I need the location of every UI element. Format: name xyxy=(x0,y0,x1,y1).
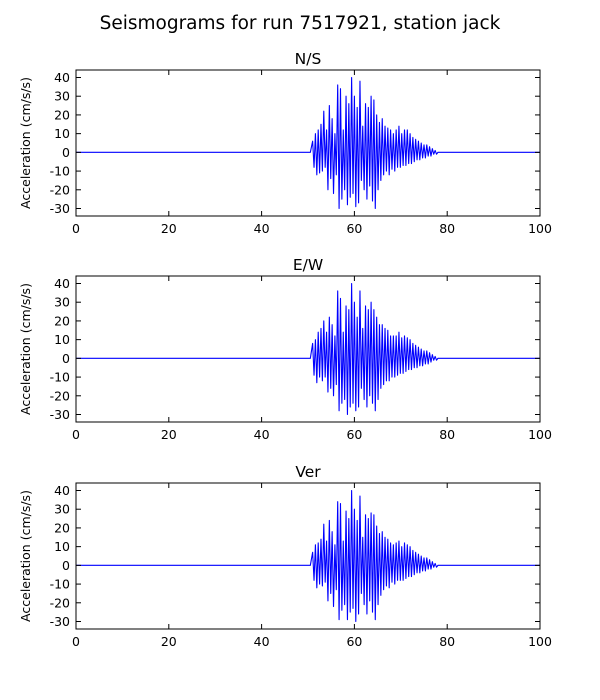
y-tick-label: -10 xyxy=(50,577,70,592)
y-tick-label: 0 xyxy=(62,145,70,160)
y-axis-label: Acceleration (cm/s/s) xyxy=(18,283,33,415)
y-tick-label: -20 xyxy=(50,595,70,610)
figure-title: Seismograms for run 7517921, station jac… xyxy=(100,13,501,34)
y-tick-label: -10 xyxy=(50,370,70,385)
y-tick-label: -20 xyxy=(50,182,70,197)
x-tick-label: 0 xyxy=(72,634,80,649)
series-line xyxy=(76,282,540,416)
plot-frame xyxy=(75,69,541,217)
y-tick-label: 10 xyxy=(54,539,70,554)
series-line xyxy=(76,489,540,623)
y-tick-label: -30 xyxy=(50,201,70,216)
series-line xyxy=(76,76,540,210)
plot-frame xyxy=(75,482,541,630)
x-tick-label: 60 xyxy=(346,634,362,649)
y-tick-label: -30 xyxy=(50,614,70,629)
y-tick-label: 20 xyxy=(54,520,70,535)
x-tick-label: 100 xyxy=(528,221,552,236)
y-axis-label: Acceleration (cm/s/s) xyxy=(18,490,33,622)
x-tick-label: 80 xyxy=(439,427,455,442)
x-tick-label: 20 xyxy=(161,221,177,236)
y-tick-label: 0 xyxy=(62,558,70,573)
x-tick-label: 100 xyxy=(528,634,552,649)
y-tick-label: -20 xyxy=(50,388,70,403)
y-tick-label: 40 xyxy=(54,483,70,498)
y-tick-label: 10 xyxy=(54,332,70,347)
plot-frame xyxy=(75,275,541,423)
x-tick-label: 0 xyxy=(72,221,80,236)
x-tick-label: 40 xyxy=(254,427,270,442)
subplot-title: Ver xyxy=(295,463,321,481)
y-tick-label: 40 xyxy=(54,276,70,291)
x-tick-label: 40 xyxy=(254,634,270,649)
y-tick-label: 30 xyxy=(54,89,70,104)
y-tick-label: 10 xyxy=(54,126,70,141)
x-tick-label: 80 xyxy=(439,221,455,236)
y-tick-label: 40 xyxy=(54,70,70,85)
subplot-title: E/W xyxy=(293,256,323,274)
x-tick-label: 80 xyxy=(439,634,455,649)
y-tick-label: 20 xyxy=(54,107,70,122)
x-tick-label: 20 xyxy=(161,634,177,649)
x-tick-label: 60 xyxy=(346,221,362,236)
y-axis-label: Acceleration (cm/s/s) xyxy=(18,77,33,209)
y-tick-label: -10 xyxy=(50,164,70,179)
y-tick-label: 30 xyxy=(54,502,70,517)
x-tick-label: 20 xyxy=(161,427,177,442)
y-tick-label: -30 xyxy=(50,407,70,422)
x-tick-label: 40 xyxy=(254,221,270,236)
y-tick-label: 0 xyxy=(62,351,70,366)
y-tick-label: 30 xyxy=(54,295,70,310)
subplot-title: N/S xyxy=(295,50,322,68)
x-tick-label: 0 xyxy=(72,427,80,442)
x-tick-label: 60 xyxy=(346,427,362,442)
x-tick-label: 100 xyxy=(528,427,552,442)
y-tick-label: 20 xyxy=(54,313,70,328)
